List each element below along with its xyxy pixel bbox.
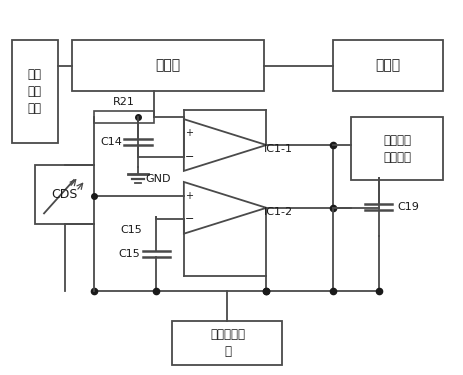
Bar bbox=[332, 40, 442, 92]
Bar bbox=[71, 40, 263, 92]
Text: IC1-1: IC1-1 bbox=[263, 144, 293, 154]
Text: GND: GND bbox=[144, 174, 170, 184]
Bar bbox=[12, 40, 58, 143]
Text: 温度
检测
模块: 温度 检测 模块 bbox=[28, 68, 42, 115]
Bar bbox=[35, 165, 94, 225]
Text: CDS: CDS bbox=[51, 188, 78, 201]
Bar bbox=[350, 117, 442, 180]
Text: 信号选择电
路: 信号选择电 路 bbox=[209, 328, 244, 358]
Bar bbox=[94, 111, 154, 123]
Text: +: + bbox=[185, 128, 193, 138]
Text: 触摸屏: 触摸屏 bbox=[375, 58, 400, 73]
Text: C19: C19 bbox=[396, 202, 418, 212]
Text: C15: C15 bbox=[119, 225, 141, 235]
Text: C15: C15 bbox=[119, 249, 140, 259]
Text: +: + bbox=[185, 191, 193, 201]
Text: −: − bbox=[184, 152, 194, 162]
Bar bbox=[172, 321, 282, 365]
Text: 直流恒功
处理电路: 直流恒功 处理电路 bbox=[382, 134, 410, 164]
Text: 控制器: 控制器 bbox=[155, 58, 180, 73]
Text: C14: C14 bbox=[100, 137, 122, 147]
Text: IC1-2: IC1-2 bbox=[263, 207, 293, 217]
Text: R21: R21 bbox=[113, 97, 135, 107]
Text: −: − bbox=[184, 214, 194, 225]
